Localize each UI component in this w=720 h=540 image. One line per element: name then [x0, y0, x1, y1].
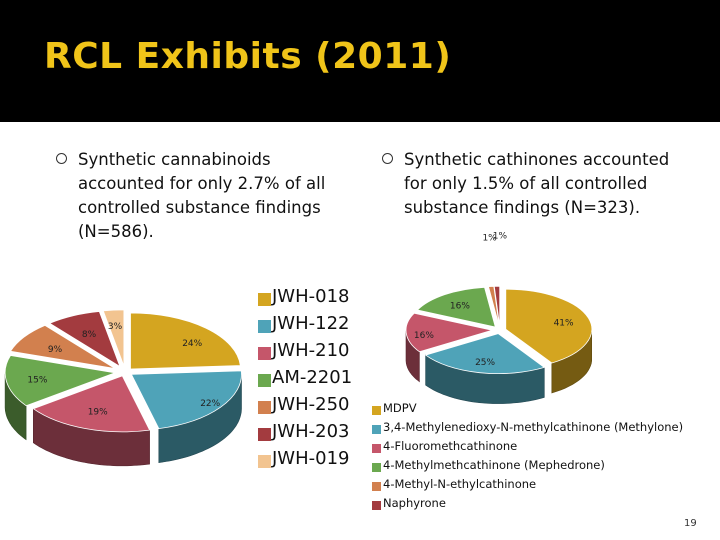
slide-title: RCL Exhibits (2011) [44, 36, 452, 77]
slice-3 [32, 375, 151, 433]
legend-cannabinoids-label-7: JWH-019 [272, 448, 350, 469]
slice-6 [48, 311, 121, 368]
legend-cannabinoids-label-1: JWH-018 [272, 286, 350, 307]
legend-cathinones-label-3: 4-Fluoromethcathinone [383, 439, 518, 453]
slice-label-1: 41% [554, 318, 574, 328]
legend-cannabinoids-swatch-6 [258, 428, 271, 441]
legend-cannabinoids-swatch-4 [258, 374, 271, 387]
legend-cannabinoids-swatch-1 [258, 293, 271, 306]
slice-1 [505, 288, 593, 364]
title-bar [0, 0, 720, 122]
legend-cannabinoids-label-2: JWH-122 [272, 313, 350, 334]
legend-cathinones-label-2: 3,4-Methylenedioxy-N-methylcathinone (Me… [383, 420, 684, 434]
legend-cathinones-label-4: 4-Methylmethcathinone (Mephedrone) [383, 458, 605, 472]
slice-7 [102, 309, 125, 367]
slice-label-5: 9% [48, 345, 63, 355]
legend-cannabinoids-swatch-7 [258, 455, 271, 468]
slice-label-4: 16% [450, 301, 470, 311]
legend-cathinones-swatch-5 [372, 482, 381, 491]
legend-cathinones-swatch-2 [372, 425, 381, 434]
legend-cathinones-label-6: Naphyrone [383, 496, 446, 510]
slice-label-5: 1% [482, 233, 497, 243]
legend-cannabinoids-label-3: JWH-210 [272, 340, 350, 361]
bullet-cathinones-text: Synthetic cathinones accounted for only … [404, 150, 670, 217]
legend-cathinones-label-1: MDPV [383, 401, 417, 415]
legend-cathinones-swatch-4 [372, 463, 381, 472]
slice-3 [405, 312, 493, 353]
legend-cannabinoids-label-5: JWH-250 [272, 394, 350, 415]
slice-6 [493, 285, 501, 327]
legend-cathinones-swatch-3 [372, 444, 381, 453]
slice-label-2: 22% [200, 399, 220, 409]
pie-chart-1: 24% 22% 19% 15% 9% 8% 3% [4, 309, 242, 467]
slice-label-4: 15% [27, 376, 47, 386]
slice-1 [130, 312, 241, 370]
page-number: 19 [684, 518, 697, 529]
bullet-marker-icon [56, 153, 67, 164]
bullet-marker-icon [382, 153, 393, 164]
slice-2 [130, 370, 242, 430]
slice-4 [416, 286, 496, 328]
slice-label-6: 1% [493, 231, 508, 241]
slice-5 [487, 285, 500, 327]
slice-label-6: 8% [82, 330, 97, 340]
slice-label-1: 24% [182, 339, 202, 349]
pie-chart-2: 41% 25% 16% 16% 1%1% [405, 231, 593, 404]
legend-cannabinoids-swatch-5 [258, 401, 271, 414]
slice-2 [424, 333, 546, 375]
slice-5 [9, 324, 116, 369]
slice-label-7: 3% [108, 322, 123, 332]
slice-label-3: 16% [414, 331, 434, 341]
bullet-cannabinoids: Synthetic cannabinoids accounted for onl… [56, 148, 348, 244]
legend-cannabinoids-label-4: AM-2201 [272, 367, 353, 388]
bullet-cannabinoids-text: Synthetic cannabinoids accounted for onl… [78, 150, 326, 241]
slice-4 [4, 355, 117, 407]
bullet-cathinones: Synthetic cathinones accounted for only … [382, 148, 674, 220]
legend-cannabinoids-swatch-2 [258, 320, 271, 333]
legend-cannabinoids-swatch-3 [258, 347, 271, 360]
legend-cannabinoids-label-6: JWH-203 [272, 421, 350, 442]
legend-cathinones-label-5: 4-Methyl-N-ethylcathinone [383, 477, 537, 491]
legend-cathinones-swatch-6 [372, 501, 381, 510]
slice-label-2: 25% [475, 358, 495, 368]
slice-label-3: 19% [88, 408, 108, 418]
legend-cathinones-swatch-1 [372, 406, 381, 415]
